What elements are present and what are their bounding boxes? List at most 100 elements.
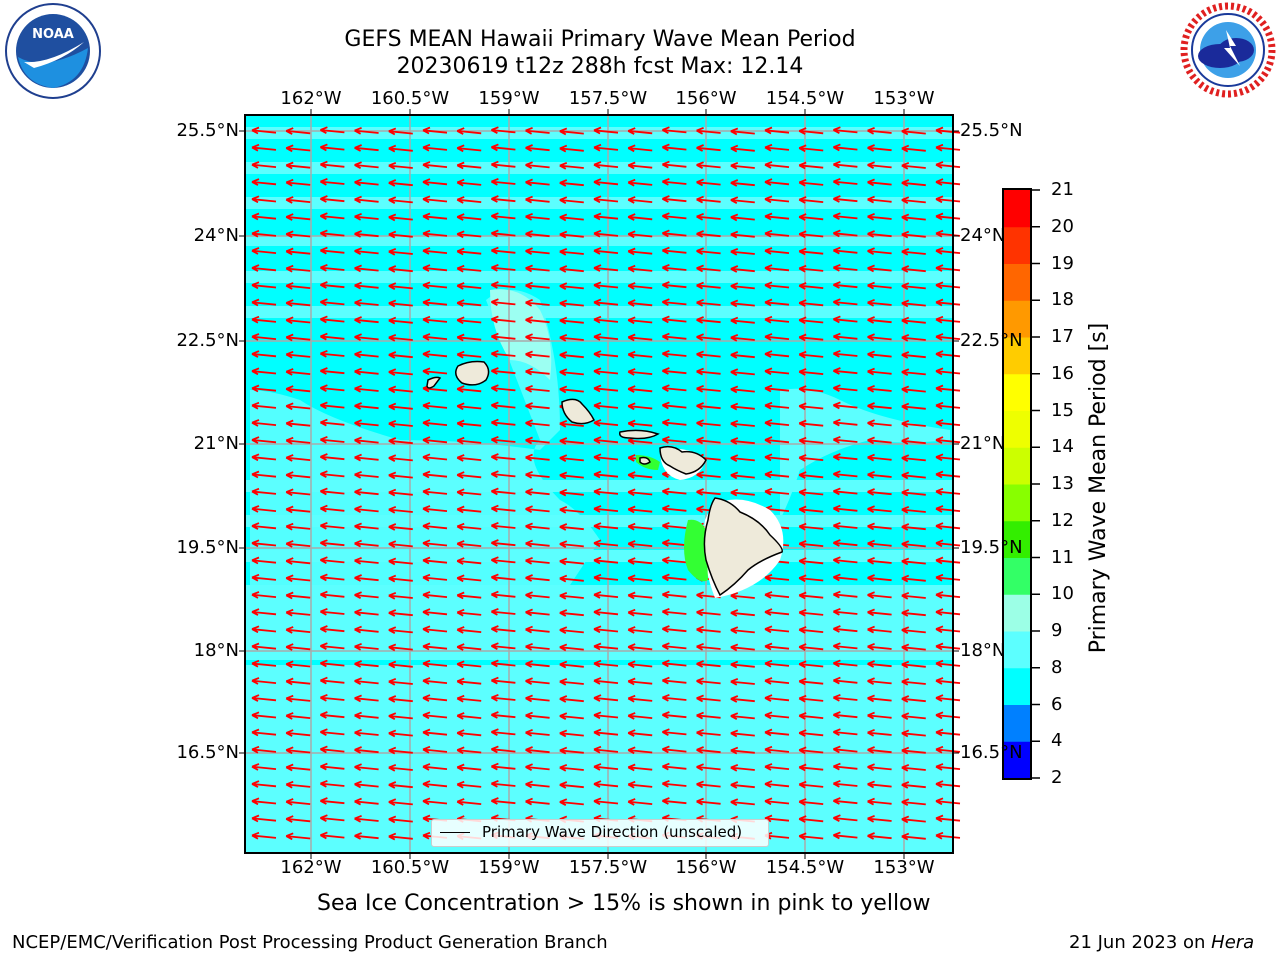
wave-arrow: [901, 488, 926, 497]
wave-arrow: [490, 676, 516, 685]
wave-arrow: [354, 453, 379, 462]
wave-arrow: [354, 763, 379, 771]
wave-arrow: [832, 814, 858, 822]
wave-arrow: [422, 436, 448, 444]
wave-arrow: [456, 574, 482, 583]
wave-arrow: [388, 746, 413, 755]
wave-arrow: [627, 213, 653, 221]
wave-arrow: [764, 677, 790, 685]
wave-arrow: [661, 160, 687, 169]
colorbar-segment: [1004, 667, 1030, 705]
wave-arrow: [627, 316, 653, 325]
wave-arrow: [251, 780, 277, 788]
wave-arrow: [867, 728, 892, 737]
wave-arrow: [285, 368, 311, 376]
wave-arrow: [764, 333, 790, 341]
wave-arrow: [319, 401, 345, 410]
wave-arrow: [867, 832, 892, 840]
wave-arrow: [935, 401, 961, 410]
wave-arrow: [456, 798, 482, 806]
wave-arrow: [354, 556, 379, 565]
wave-arrow: [696, 625, 721, 634]
colorbar-tick-label: 6: [1051, 693, 1063, 715]
wave-arrow: [251, 728, 277, 737]
wave-arrow: [832, 487, 858, 496]
wave-arrow: [285, 196, 311, 204]
noaa-logo-icon: NOAA: [5, 3, 101, 99]
wave-arrow: [354, 212, 379, 221]
ocean-band: [245, 306, 953, 318]
wave-arrow: [867, 384, 892, 393]
wave-arrow: [935, 126, 961, 135]
wave-arrow: [627, 608, 653, 617]
wave-arrow: [627, 333, 653, 342]
wave-arrow: [867, 178, 892, 187]
colorbar-segment: [1004, 631, 1030, 669]
wave-arrow: [319, 367, 345, 375]
wave-arrow: [798, 213, 824, 221]
lon-label-bottom: 160.5°W: [370, 857, 450, 878]
wave-arrow: [901, 179, 926, 187]
wave-arrow: [456, 385, 482, 393]
wave-arrow: [456, 643, 482, 651]
wave-arrow: [388, 368, 413, 376]
wave-arrow: [251, 401, 277, 410]
wave-arrow: [764, 745, 790, 754]
wave-arrow: [559, 196, 584, 204]
wave-arrow: [661, 229, 687, 238]
wave-arrow: [525, 780, 550, 789]
wave-arrow: [661, 246, 687, 255]
wave-arrow: [901, 695, 926, 703]
wave-arrow: [661, 212, 687, 220]
colorbar-segment: [1004, 484, 1030, 522]
wave-arrow: [730, 247, 755, 256]
wave-arrow: [559, 505, 584, 514]
wave-arrow: [935, 522, 961, 530]
wave-arrow: [832, 384, 858, 392]
wave-arrow: [251, 797, 277, 806]
wave-arrow: [832, 728, 858, 736]
wave-arrow: [354, 591, 379, 599]
wave-arrow: [354, 694, 379, 703]
lon-label-bottom: 154.5°W: [765, 857, 845, 878]
wave-arrow: [422, 711, 448, 720]
wave-arrow: [525, 642, 550, 651]
wave-arrow: [696, 419, 721, 427]
wave-arrow: [798, 798, 824, 806]
wave-arrow: [593, 126, 619, 135]
wave-arrow: [354, 161, 379, 169]
colorbar-tick-label: 9: [1051, 620, 1063, 641]
lat-label-right: 16.5°N: [960, 742, 1023, 763]
wave-arrow: [559, 643, 584, 652]
wave-arrow: [798, 127, 824, 135]
wave-arrow: [730, 454, 755, 462]
wave-arrow: [593, 161, 619, 169]
wave-arrow: [627, 402, 653, 411]
wave-arrow: [319, 298, 345, 306]
wave-arrow: [422, 470, 448, 479]
wave-arrow: [832, 797, 858, 805]
wave-arrow: [867, 281, 892, 290]
wave-arrow: [559, 213, 584, 222]
wave-arrow: [764, 470, 790, 479]
wave-arrow: [730, 643, 755, 652]
wave-arrow: [251, 505, 277, 513]
wave-arrow: [285, 488, 311, 497]
wave-arrow: [559, 712, 584, 720]
wave-arrow: [490, 177, 516, 186]
wave-arrow: [456, 350, 482, 359]
wave-arrow: [490, 642, 516, 650]
wave-arrow: [285, 316, 311, 325]
wave-arrow: [730, 712, 755, 720]
wave-arrow: [388, 643, 413, 652]
wave-arrow: [285, 127, 311, 135]
wave-arrow: [730, 798, 755, 806]
wave-arrow: [319, 332, 345, 341]
wave-arrow: [901, 557, 926, 566]
wave-arrow: [832, 745, 858, 754]
wave-arrow: [696, 367, 721, 376]
wave-arrow: [354, 419, 379, 427]
wave-arrow: [867, 453, 892, 462]
wave-arrow: [525, 797, 550, 806]
wave-arrow: [490, 779, 516, 788]
